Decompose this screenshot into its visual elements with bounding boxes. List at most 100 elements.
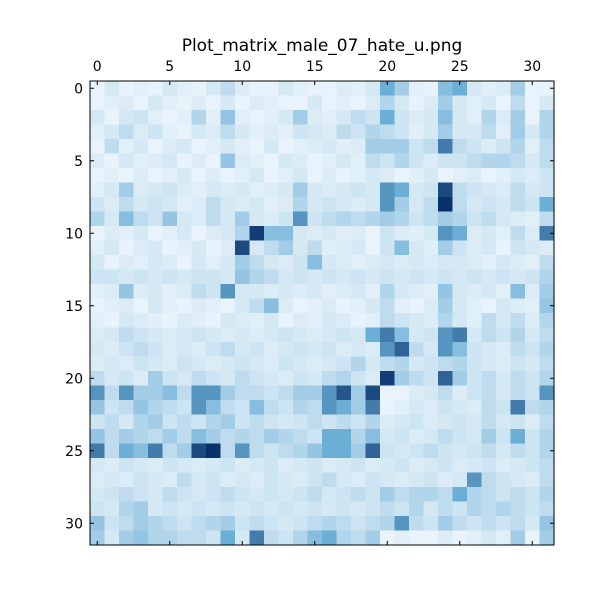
heatmap-cell — [307, 298, 323, 314]
heatmap-cell — [119, 81, 134, 96]
heatmap-cell — [133, 313, 149, 328]
heatmap-cell — [220, 226, 236, 241]
heatmap-cell — [510, 298, 526, 314]
heatmap-cell — [177, 516, 192, 531]
heatmap-cell — [90, 226, 105, 241]
heatmap-cell — [191, 400, 207, 415]
heatmap-cell — [423, 255, 439, 270]
heatmap-cell — [220, 139, 236, 154]
heatmap-cell — [307, 139, 323, 154]
heatmap-cell — [148, 356, 163, 372]
heatmap-cell — [191, 255, 207, 270]
heatmap-cell — [206, 530, 221, 546]
heatmap-cell — [322, 124, 337, 140]
heatmap-cell — [467, 371, 482, 386]
heatmap-cell — [351, 139, 366, 154]
heatmap-cell — [539, 443, 555, 459]
heatmap-cell — [104, 501, 120, 517]
heatmap-cell — [119, 182, 134, 198]
heatmap-cell — [264, 298, 279, 314]
heatmap-cell — [409, 356, 424, 372]
heatmap-cell — [162, 356, 178, 372]
chart-title: Plot_matrix_male_07_hate_u.png — [182, 36, 463, 56]
heatmap-cell — [510, 371, 526, 386]
heatmap-cell — [481, 226, 497, 241]
heatmap-cell — [235, 255, 250, 270]
heatmap-cell — [249, 182, 265, 198]
heatmap-cell — [264, 414, 279, 430]
heatmap-cell — [380, 429, 395, 444]
heatmap-cell — [162, 501, 178, 517]
heatmap-cell — [351, 400, 366, 415]
heatmap-cell — [235, 124, 250, 140]
heatmap-cell — [104, 516, 120, 531]
heatmap-cell — [206, 168, 221, 183]
heatmap-cell — [467, 385, 482, 401]
heatmap-cell — [336, 255, 352, 270]
heatmap-cell — [423, 414, 439, 430]
heatmap-cell — [525, 139, 540, 154]
heatmap-cell — [409, 327, 424, 343]
heatmap-cell — [206, 81, 221, 96]
heatmap-cell — [394, 356, 410, 372]
heatmap-cell — [249, 168, 265, 183]
heatmap-cell — [365, 95, 381, 111]
heatmap-cell — [133, 168, 149, 183]
heatmap-cell — [365, 284, 381, 299]
heatmap-cell — [539, 342, 555, 357]
heatmap-cell — [133, 414, 149, 430]
heatmap-cell — [206, 95, 221, 111]
heatmap-cell — [293, 269, 308, 285]
heatmap-cell — [220, 313, 236, 328]
heatmap-cell — [177, 458, 192, 473]
heatmap-cell — [90, 153, 105, 169]
heatmap-cell — [104, 487, 120, 502]
heatmap-cell — [206, 443, 221, 459]
heatmap-cell — [539, 530, 555, 546]
heatmap-cell — [351, 81, 366, 96]
heatmap-cell — [452, 182, 468, 198]
heatmap-cell — [119, 414, 134, 430]
heatmap-cell — [148, 269, 163, 285]
heatmap-cell — [264, 356, 279, 372]
heatmap-cell — [394, 371, 410, 386]
heatmap-cell — [452, 269, 468, 285]
heatmap-cell — [249, 516, 265, 531]
heatmap-cell — [322, 458, 337, 473]
heatmap-cell — [162, 516, 178, 531]
heatmap-cell — [307, 255, 323, 270]
heatmap-cell — [90, 458, 105, 473]
heatmap-cell — [278, 530, 294, 546]
heatmap-cell — [264, 327, 279, 343]
heatmap-cell — [191, 371, 207, 386]
heatmap-cell — [119, 501, 134, 517]
heatmap-cell — [148, 342, 163, 357]
heatmap-cell — [438, 110, 453, 125]
heatmap-cell — [307, 530, 323, 546]
heatmap-cell — [293, 81, 308, 96]
heatmap-cell — [162, 110, 178, 125]
heatmap-cell — [278, 400, 294, 415]
heatmap-cell — [133, 501, 149, 517]
heatmap-cell — [481, 211, 497, 227]
heatmap-cell — [394, 255, 410, 270]
heatmap-cell — [293, 342, 308, 357]
heatmap-cell — [206, 356, 221, 372]
heatmap-cell — [133, 269, 149, 285]
heatmap-cell — [394, 385, 410, 401]
heatmap-cell — [148, 371, 163, 386]
heatmap-cell — [380, 226, 395, 241]
heatmap-cell — [525, 385, 540, 401]
heatmap-cell — [438, 443, 453, 459]
heatmap-cell — [307, 313, 323, 328]
heatmap-cell — [119, 327, 134, 343]
heatmap-cell — [481, 182, 497, 198]
heatmap-cell — [278, 298, 294, 314]
heatmap-cell — [525, 443, 540, 459]
heatmap-cell — [148, 284, 163, 299]
heatmap-cell — [481, 95, 497, 111]
heatmap-cell — [380, 168, 395, 183]
heatmap-cell — [278, 458, 294, 473]
heatmap-cell — [467, 313, 482, 328]
heatmap-cell — [351, 472, 366, 488]
